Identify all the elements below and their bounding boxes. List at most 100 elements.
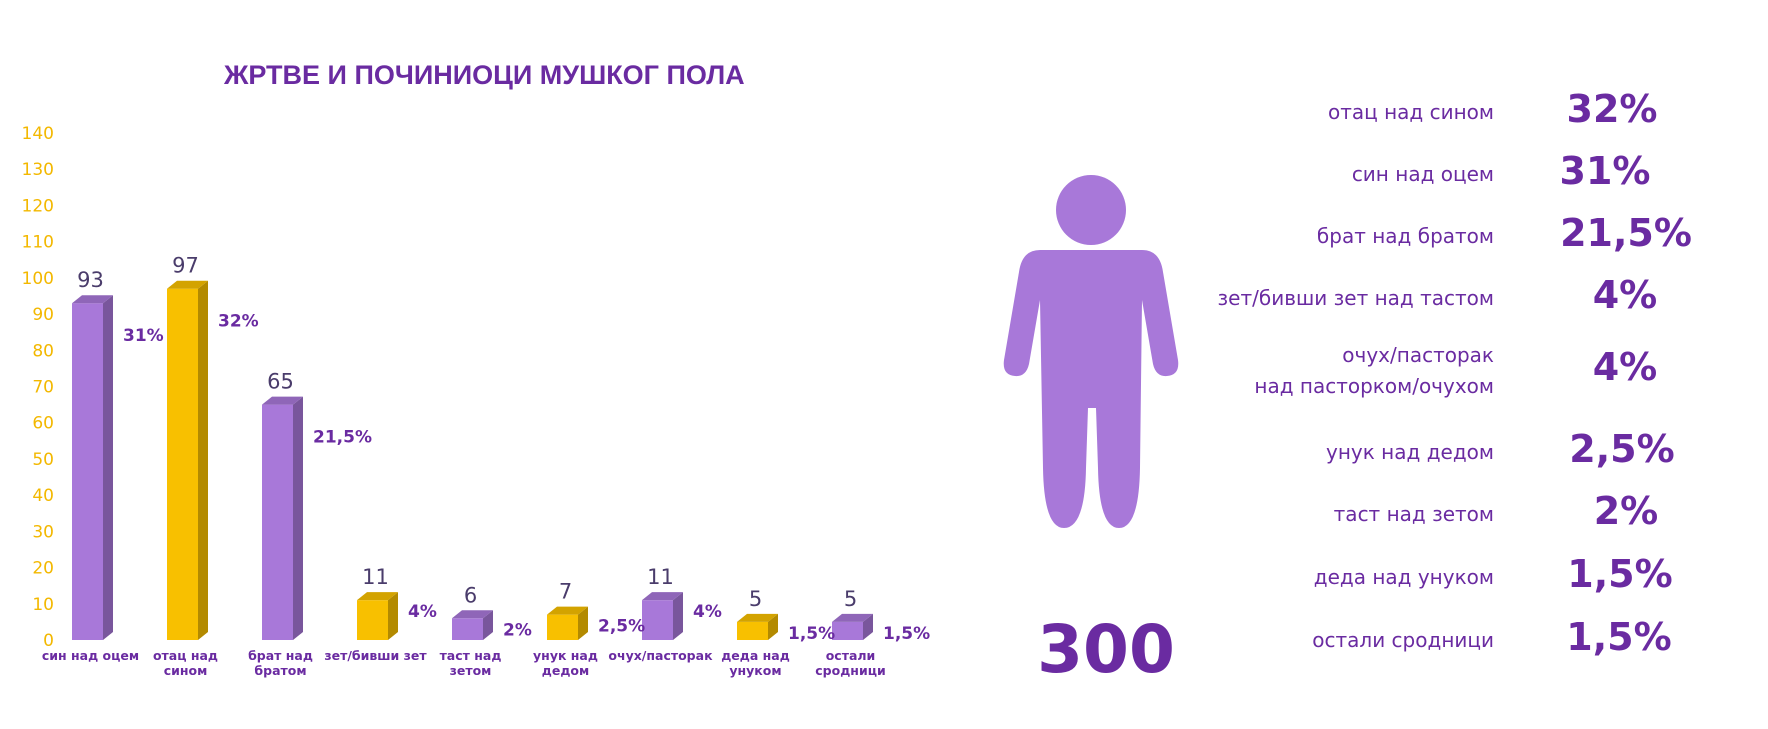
y-tick-label: 140 xyxy=(22,124,54,144)
bar-front xyxy=(357,600,388,640)
category-label: зет/бивши зет xyxy=(324,648,427,663)
breakdown-label: унук над дедом xyxy=(1326,440,1494,464)
bar-percent-label: 1,5% xyxy=(883,624,930,644)
category-label: очух/пасторак xyxy=(608,648,713,663)
bar-percent-label: 32% xyxy=(218,312,259,332)
bar-side xyxy=(578,606,588,640)
bar-value-label: 97 xyxy=(172,254,199,278)
y-tick-label: 30 xyxy=(32,522,54,542)
bar-value-label: 11 xyxy=(647,565,674,589)
bar-value-label: 6 xyxy=(464,583,477,607)
breakdown-label: син над оцем xyxy=(1352,162,1494,186)
bar-side xyxy=(293,396,303,640)
bar xyxy=(642,592,683,640)
breakdown-value: 32% xyxy=(1567,87,1658,131)
bar-front xyxy=(832,621,863,640)
bar-percent-label: 2% xyxy=(503,620,532,640)
y-tick-label: 70 xyxy=(32,378,54,398)
y-tick-label: 10 xyxy=(32,595,54,615)
bar-top xyxy=(452,610,493,619)
bar-top xyxy=(357,592,398,601)
bar-value-label: 7 xyxy=(559,580,572,604)
category-label: отац над сином xyxy=(153,648,218,678)
bar-side xyxy=(388,592,398,640)
breakdown-value: 4% xyxy=(1593,273,1658,317)
bar-front xyxy=(737,621,768,640)
y-tick-label: 0 xyxy=(43,631,54,651)
bar-percent-label: 31% xyxy=(123,326,164,346)
bar-percent-label: 4% xyxy=(693,602,722,622)
breakdown-label: зет/бивши зет над тастом xyxy=(1218,286,1494,310)
bar-top xyxy=(262,396,303,405)
bar-percent-label: 21,5% xyxy=(313,428,372,448)
bar-value-label: 65 xyxy=(267,370,294,394)
bar-percent-label: 1,5% xyxy=(788,624,835,644)
bar-front xyxy=(642,600,673,640)
bar-front xyxy=(167,288,198,640)
bar-top xyxy=(737,613,778,622)
bar-value-label: 93 xyxy=(77,268,104,292)
bar xyxy=(357,592,398,640)
bar xyxy=(832,613,873,640)
breakdown-value: 2% xyxy=(1594,489,1659,533)
category-label: унук над дедом xyxy=(533,648,598,678)
person-icon xyxy=(1003,175,1179,528)
breakdown-value: 4% xyxy=(1593,345,1658,389)
bar-value-label: 5 xyxy=(749,587,762,611)
bar-front xyxy=(452,618,483,640)
bar-side xyxy=(673,592,683,640)
bar-front xyxy=(262,404,293,640)
bar xyxy=(547,606,588,640)
bar-top xyxy=(72,295,113,304)
bar xyxy=(72,295,113,640)
y-tick-label: 60 xyxy=(32,414,54,434)
category-label: деда над унуком xyxy=(721,648,790,678)
y-tick-label: 110 xyxy=(22,233,54,253)
category-label: остали сродници xyxy=(815,648,885,678)
y-tick-label: 80 xyxy=(32,341,54,361)
breakdown-value: 1,5% xyxy=(1566,615,1671,659)
bar-value-label: 5 xyxy=(844,587,857,611)
breakdown-label: брат над братом xyxy=(1317,224,1494,248)
bar-top xyxy=(547,606,588,615)
value-labels: 93 97 65 11 6 7 11 5 5 xyxy=(77,254,857,611)
bar xyxy=(452,610,493,640)
bar-front xyxy=(547,614,578,640)
bar-top xyxy=(832,613,873,622)
breakdown-list: отац над сином 32% син над оцем 31% брат над… xyxy=(1218,87,1692,659)
chart-title: ЖРТВЕ И ПОЧИНИОЦИ МУШКОГ ПОЛА xyxy=(223,60,745,90)
y-tick-label: 20 xyxy=(32,559,54,579)
breakdown-label: отац над сином xyxy=(1328,100,1494,124)
bar-side xyxy=(863,613,873,640)
y-tick-label: 130 xyxy=(22,160,54,180)
bar-front xyxy=(72,303,103,640)
y-tick-label: 90 xyxy=(32,305,54,325)
category-labels: син над оцем отац над сином брат над братом з… xyxy=(42,648,886,678)
category-label: таст над зетом xyxy=(440,648,502,678)
breakdown-label: очух/пасторак над пасторком/очухом xyxy=(1254,343,1494,398)
bar-side xyxy=(198,280,208,640)
total-count: 300 xyxy=(1037,611,1175,688)
category-label: син над оцем xyxy=(42,648,139,663)
bar-side xyxy=(483,610,493,640)
bar-side xyxy=(103,295,113,640)
bar xyxy=(262,396,303,640)
category-label: брат над братом xyxy=(248,648,313,678)
breakdown-value: 21,5% xyxy=(1560,211,1692,255)
breakdown-label: деда над унуком xyxy=(1314,565,1494,589)
bar-percent-label: 4% xyxy=(408,602,437,622)
y-axis: 0 10 20 30 40 50 60 70 80 90 100 110 120 130 140 xyxy=(22,124,54,651)
bar xyxy=(737,613,778,640)
bar-percent-label: 2,5% xyxy=(598,617,645,637)
breakdown-label: таст над зетом xyxy=(1334,502,1494,526)
y-tick-label: 100 xyxy=(22,269,54,289)
bar-top xyxy=(642,592,683,601)
bars xyxy=(72,280,873,640)
percent-labels: 31% 32% 21,5% 4% 2% 2,5% 4% 1,5% 1,5% xyxy=(123,312,930,644)
y-tick-label: 50 xyxy=(32,450,54,470)
y-tick-label: 40 xyxy=(32,486,54,506)
bar-value-label: 11 xyxy=(362,565,389,589)
bar-top xyxy=(167,280,208,289)
bar-side xyxy=(768,613,778,640)
breakdown-label: остали сродници xyxy=(1312,628,1494,652)
